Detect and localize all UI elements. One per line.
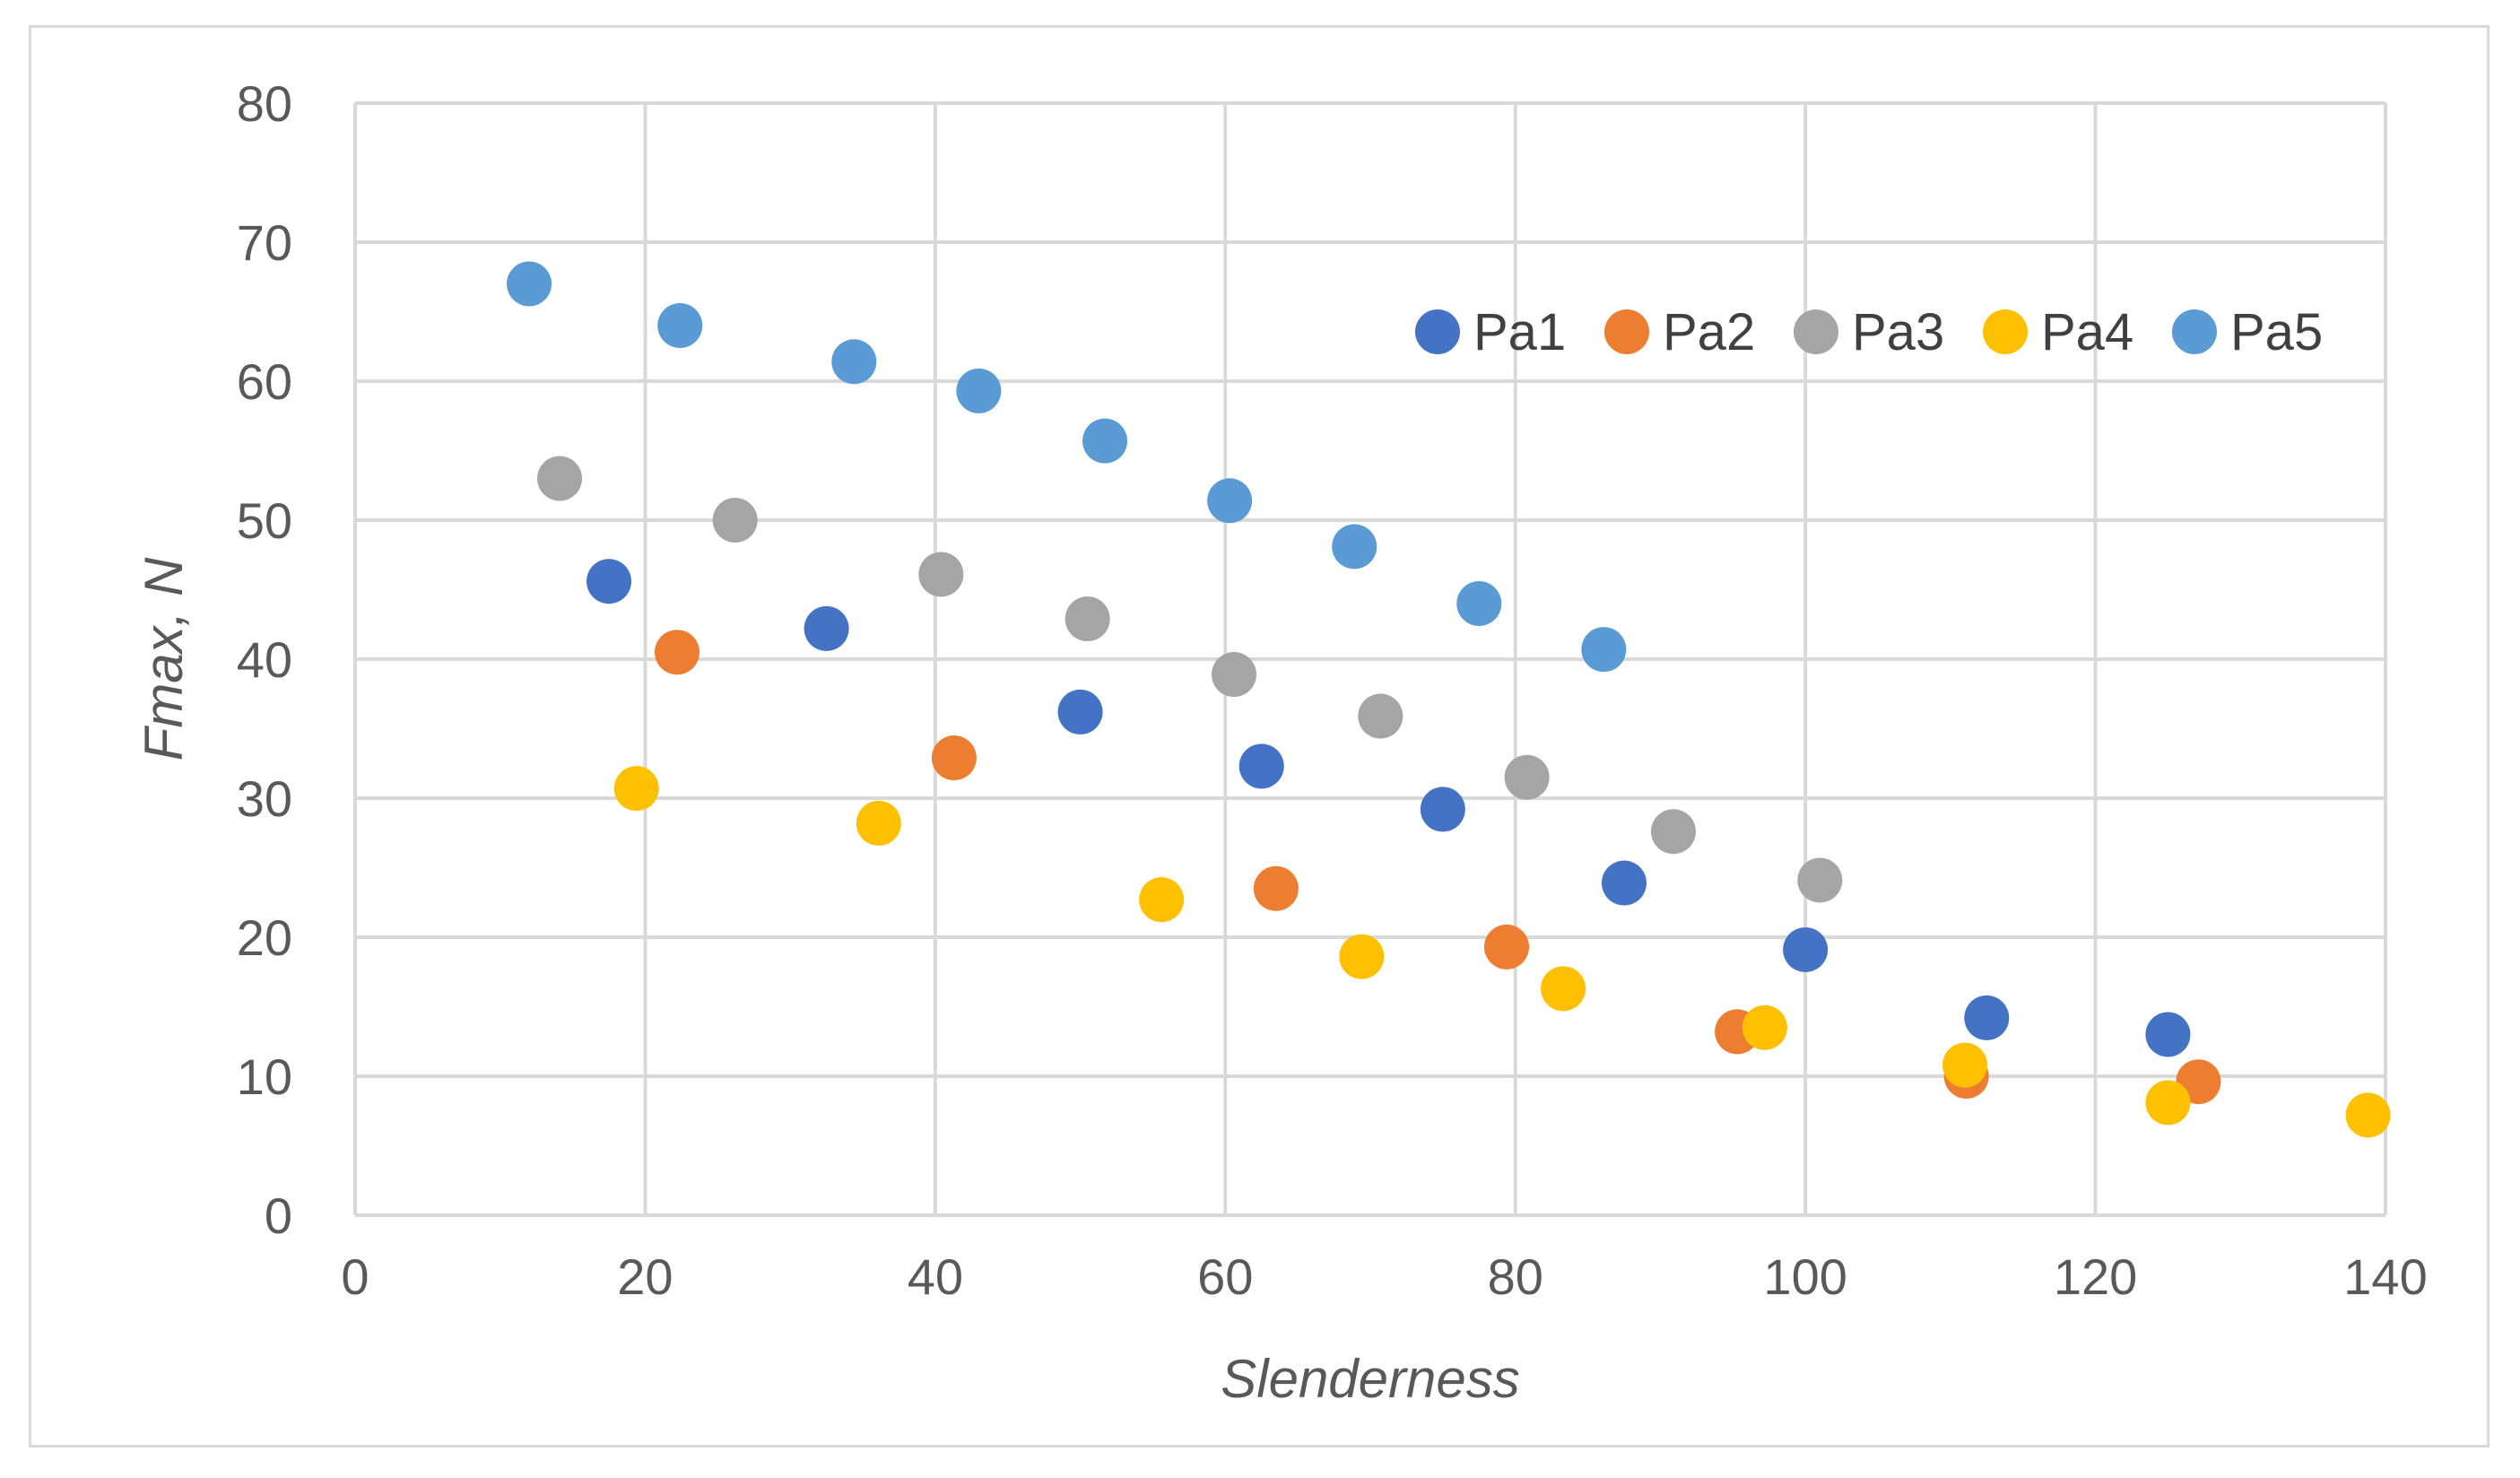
data-point-pa2	[1253, 865, 1299, 911]
data-point-pa5	[1207, 478, 1253, 524]
data-point-pa4	[1742, 1004, 1787, 1050]
data-point-pa4	[613, 766, 659, 812]
legend-marker-pa1	[1415, 309, 1460, 354]
y-tick-label: 10	[237, 1048, 292, 1105]
data-point-pa3	[1504, 754, 1550, 800]
x-tick-label: 40	[908, 1248, 963, 1305]
y-tick-label: 40	[237, 631, 292, 688]
data-point-pa2	[931, 735, 977, 781]
data-point-pa3	[537, 456, 583, 501]
data-point-pa4	[1942, 1042, 1988, 1088]
y-tick-label: 60	[237, 353, 292, 410]
data-point-pa3	[1797, 857, 1843, 903]
legend-label-pa5: Pa5	[2230, 303, 2323, 361]
x-tick-label: 120	[2054, 1248, 2137, 1305]
data-point-pa3	[918, 552, 964, 597]
x-tick-label: 0	[341, 1248, 369, 1305]
legend-marker-pa2	[1604, 309, 1649, 354]
y-tick-label: 50	[237, 492, 292, 549]
data-point-pa3	[1650, 809, 1696, 855]
data-point-pa3	[712, 498, 758, 543]
x-tick-label: 80	[1488, 1248, 1543, 1305]
data-point-pa4	[1339, 934, 1385, 979]
data-point-pa5	[507, 261, 552, 307]
tick-labels: 0 20 40 60 80 100 120 140 0 10 20 30 40 50 60 70 80	[237, 75, 2428, 1305]
data-point-pa3	[1064, 596, 1110, 642]
y-tick-label: 30	[237, 770, 292, 827]
data-point-pa2	[655, 630, 700, 675]
y-tick-label: 70	[237, 214, 292, 271]
data-point-pa5	[831, 339, 877, 385]
data-point-pa2	[1484, 924, 1530, 969]
data-point-pa4	[2345, 1092, 2391, 1138]
data-point-pa1	[1783, 926, 1829, 972]
legend-marker-pa4	[1983, 309, 2028, 354]
y-tick-label: 20	[237, 909, 292, 966]
x-tick-label: 140	[2343, 1248, 2427, 1305]
x-tick-label: 20	[617, 1248, 673, 1305]
legend-marker-pa3	[1794, 309, 1838, 354]
data-point-pa5	[1581, 627, 1627, 673]
x-tick-label: 60	[1197, 1248, 1253, 1305]
data-point-pa1	[804, 605, 849, 651]
legend-label-pa3: Pa3	[1852, 303, 1944, 361]
data-points	[507, 261, 2391, 1138]
data-point-pa1	[587, 559, 631, 604]
data-point-pa5	[1082, 418, 1128, 464]
legend-label-pa2: Pa2	[1663, 303, 1755, 361]
legend: Pa1 Pa2 Pa3 Pa4 Pa5	[1415, 303, 2323, 361]
x-axis-title: Slenderness	[1221, 1349, 1520, 1409]
legend-label-pa1: Pa1	[1473, 303, 1566, 361]
data-point-pa3	[1358, 693, 1403, 739]
data-point-pa3	[1211, 652, 1256, 698]
data-point-pa5	[657, 303, 703, 348]
data-point-pa4	[1541, 966, 1586, 1012]
data-point-pa1	[2145, 1012, 2191, 1057]
legend-label-pa4: Pa4	[2041, 303, 2133, 361]
x-tick-label: 100	[1763, 1248, 1847, 1305]
legend-marker-pa5	[2172, 309, 2217, 354]
data-point-pa4	[856, 800, 901, 846]
data-point-pa1	[1964, 995, 2010, 1040]
data-point-pa1	[1420, 787, 1465, 832]
data-point-pa1	[1602, 860, 1647, 906]
y-tick-label: 0	[265, 1187, 292, 1244]
y-tick-label: 80	[237, 75, 292, 132]
chart-frame	[29, 25, 2490, 1448]
data-point-pa5	[956, 368, 1002, 413]
data-point-pa4	[1139, 877, 1185, 923]
data-point-pa1	[1238, 743, 1284, 789]
data-point-pa5	[1456, 581, 1502, 626]
data-point-pa5	[1332, 524, 1377, 569]
data-point-pa1	[1057, 689, 1103, 735]
y-axis-title: Fmax, N	[134, 557, 194, 761]
data-point-pa4	[2145, 1080, 2191, 1126]
